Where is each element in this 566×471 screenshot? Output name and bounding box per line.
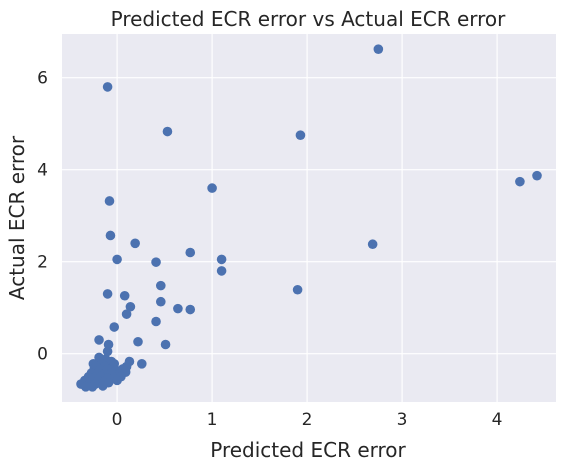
data-point: [156, 280, 166, 291]
data-point: [515, 176, 525, 187]
grid-lines: [62, 34, 556, 402]
x-axis-label: Predicted ECR error: [210, 438, 406, 462]
data-point: [94, 335, 104, 345]
data-point: [367, 239, 378, 250]
data-point: [105, 230, 116, 241]
data-points: [76, 44, 542, 392]
data-point: [185, 247, 196, 258]
data-point: [207, 183, 217, 193]
data-point: [119, 290, 130, 301]
data-point: [373, 44, 384, 54]
x-tick-label: 0: [112, 410, 123, 430]
x-tick-label: 1: [207, 410, 218, 430]
data-point: [173, 303, 183, 314]
data-point: [112, 254, 122, 265]
data-point: [125, 301, 136, 312]
data-point: [156, 296, 166, 307]
data-point: [151, 257, 161, 267]
data-point: [216, 254, 227, 265]
data-point: [185, 304, 196, 315]
data-point: [216, 266, 227, 276]
data-point: [532, 170, 542, 181]
data-point: [133, 336, 143, 347]
y-tick-labels: 0 2 4 6: [37, 69, 48, 365]
x-tick-labels: 0 1 2 3 4: [112, 410, 503, 430]
data-point: [121, 309, 132, 319]
data-point: [98, 381, 108, 391]
data-point: [102, 289, 113, 299]
data-point: [151, 316, 161, 327]
x-tick-label: 4: [492, 410, 503, 430]
x-tick-label: 3: [397, 410, 408, 430]
data-point: [80, 382, 91, 392]
data-point: [102, 346, 113, 357]
data-point: [162, 126, 173, 137]
y-tick-label: 6: [37, 69, 48, 89]
data-point: [295, 130, 306, 140]
data-point: [137, 359, 147, 369]
data-point: [87, 382, 98, 392]
x-tick-label: 2: [302, 410, 313, 430]
data-point: [112, 375, 122, 386]
data-point: [104, 196, 115, 206]
data-point: [130, 238, 140, 249]
chart-title: Predicted ECR error vs Actual ECR error: [111, 7, 507, 31]
y-tick-label: 0: [37, 345, 48, 365]
data-point: [160, 339, 171, 350]
y-tick-label: 2: [37, 253, 48, 273]
data-point: [102, 82, 113, 92]
data-point: [109, 322, 120, 332]
y-axis-label: Actual ECR error: [5, 135, 29, 300]
data-point: [292, 284, 303, 295]
y-tick-label: 4: [37, 161, 48, 181]
plot-area: [62, 34, 556, 402]
